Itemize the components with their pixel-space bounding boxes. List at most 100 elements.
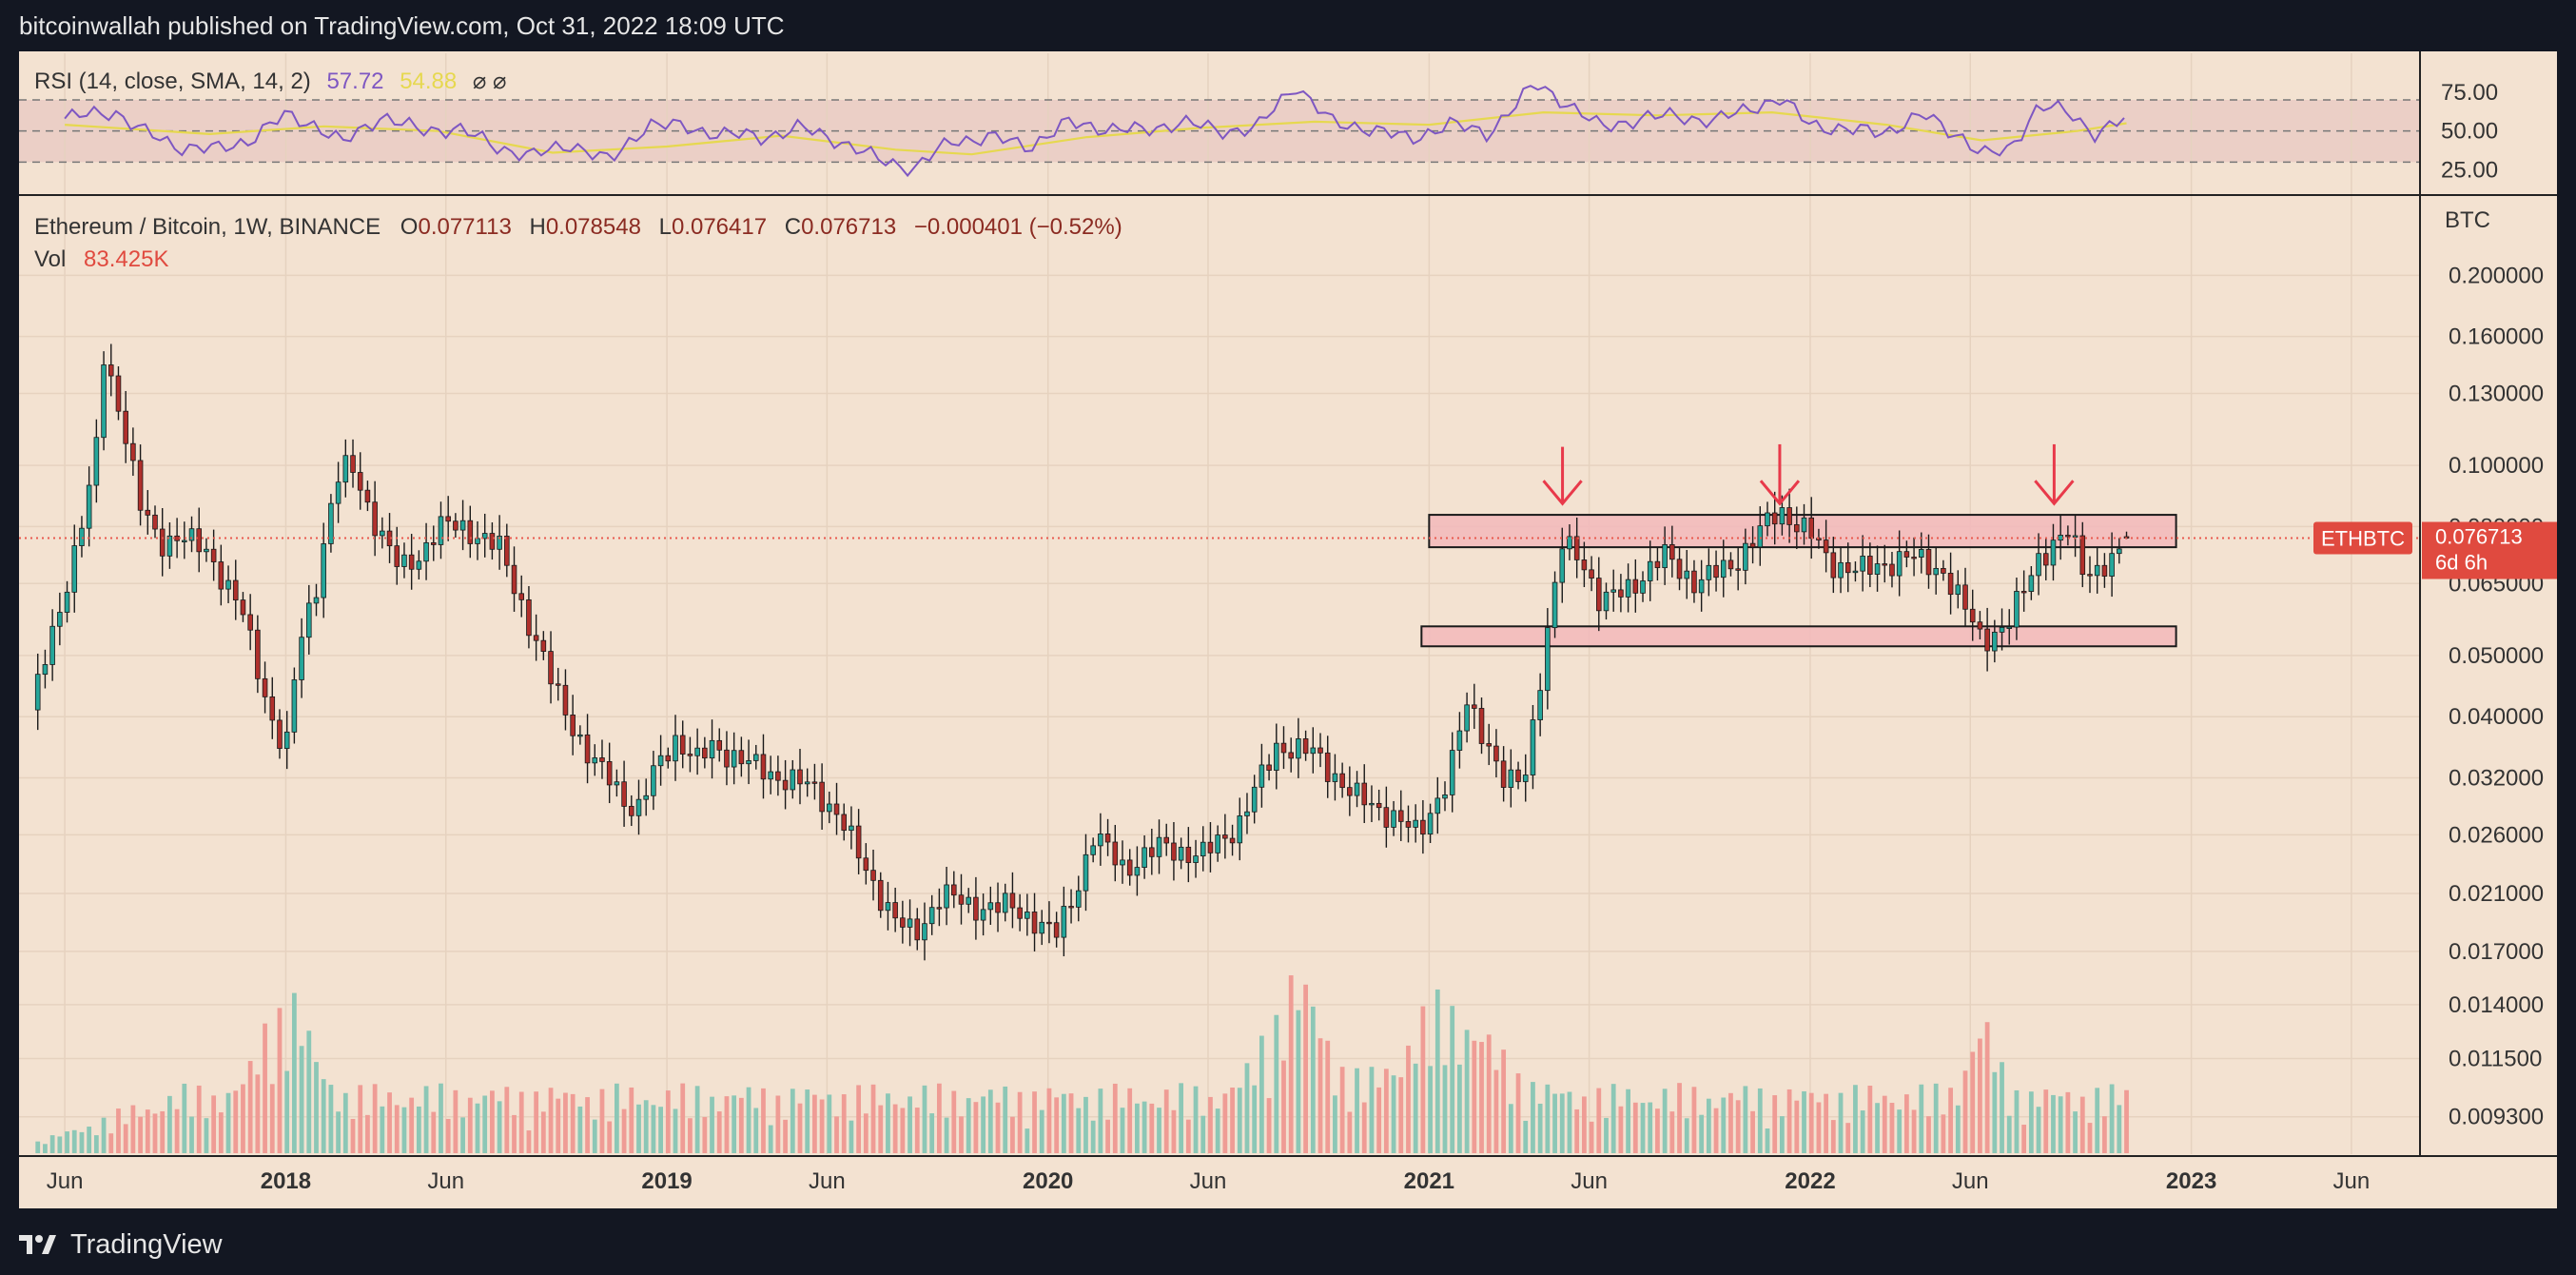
volume-bar [460,1117,465,1153]
rsi-axis: 75.00 50.00 25.00 [2441,80,2498,184]
volume-bar [1860,1110,1865,1153]
candle-body [790,769,796,791]
last-price-badge: ETHBTC 0.076713 6d 6h [2313,521,2557,579]
volume-bar [336,1111,341,1153]
volume-bar [1171,1109,1177,1153]
candle-body [657,755,664,767]
candle-body [1112,841,1119,866]
volume-bar [1391,1075,1396,1153]
candles [34,343,2130,961]
volume-bar [1802,1090,1806,1153]
volume-bar [394,1105,400,1153]
volume-bar [1604,1117,1609,1153]
volume-bar [629,1087,634,1153]
price-tick-label: 0.040000 [2449,704,2544,730]
candle-body [1302,737,1309,755]
candle-body [152,514,158,530]
volume-bar [1266,1098,1272,1153]
volume-bar [269,1084,275,1153]
candle-body [760,754,767,780]
volume-bar [1003,1086,1008,1153]
volume-bar [870,1084,876,1153]
volume-bar [1926,1116,1931,1153]
candle-body [2094,564,2100,577]
volume-bar [746,1087,751,1153]
volume-bar [2043,1089,2049,1153]
candle-body [673,735,678,762]
volume-bar [665,1090,671,1153]
volume-bar [2000,1062,2004,1153]
time-tick-label: 2021 [1404,1168,1454,1194]
volume-bar [1090,1120,1096,1153]
volume-bar [761,1088,766,1153]
candle-body [1765,512,1770,527]
volume-bar [710,1096,714,1153]
tradingview-logo[interactable]: TradingView [19,1227,223,1262]
volume-bar [482,1095,488,1153]
rsi-lines [64,85,2127,178]
candle-body [1603,591,1610,612]
candle-body [2087,574,2093,577]
volume-bar [643,1100,649,1153]
candle-body [1369,802,1375,806]
price-tick-label: 0.009300 [2449,1105,2544,1130]
candle-body [2042,553,2049,566]
publisher-caption: bitcoinwallah published on TradingView.c… [19,11,785,40]
candle-body [107,364,114,377]
volume-bar [1420,1006,1426,1153]
tradingview-brand: TradingView [70,1228,223,1260]
volume-bar [892,1104,898,1153]
time-tick-label: Jun [1571,1168,1608,1194]
candle-body [1280,742,1287,754]
volume-bar [1200,1115,1206,1153]
volume-bar [548,1088,554,1153]
candle-body [511,564,517,595]
candle-body [1567,536,1572,550]
volume-bar [856,1085,862,1153]
volume-bar [1531,1082,1535,1153]
volume-bar [182,1083,187,1153]
volume-bar [1794,1100,1800,1153]
volume-bar [233,1090,239,1153]
candle-body [606,761,613,786]
candle-body [548,651,554,685]
volume-bar [951,1090,957,1153]
volume-bar [1537,1103,1543,1153]
volume-bar [1112,1083,1118,1153]
candle-body [1163,836,1170,844]
volume-bar [225,1092,231,1153]
candle-body [1486,743,1493,747]
volume-bar [1333,1095,1337,1153]
volume-bar [1310,1006,1316,1153]
volume-bar [291,992,297,1153]
candle-body [299,637,304,680]
candle-body [635,798,642,816]
candle-body [71,545,78,593]
candle-body [2014,591,2020,628]
candle-body [804,781,810,785]
candle-body [2020,591,2027,594]
candle-body [1434,797,1441,814]
volume-bar [409,1097,415,1153]
rsi-tick-label: 50.00 [2441,119,2498,145]
candle-body [1896,551,1903,577]
candle-body [980,909,986,921]
candle-body [1515,769,1521,782]
volume-bar [1120,1108,1125,1153]
volume-bar [152,1113,158,1153]
candle-body [1134,867,1141,876]
volume-bar [768,1125,773,1153]
volume-bar [1786,1089,1792,1153]
candle-body [123,410,128,444]
volume-bar [306,1030,312,1153]
candle-body [694,747,700,756]
volume-bar [2102,1116,2107,1153]
candle-body [614,781,620,786]
candle-body [855,825,862,859]
candle-body [174,535,180,541]
candle-body [1442,794,1448,799]
candle-body [1083,853,1089,892]
volume-bar [819,1099,825,1153]
candle-body [481,533,488,539]
volume-bar [1369,1067,1375,1153]
